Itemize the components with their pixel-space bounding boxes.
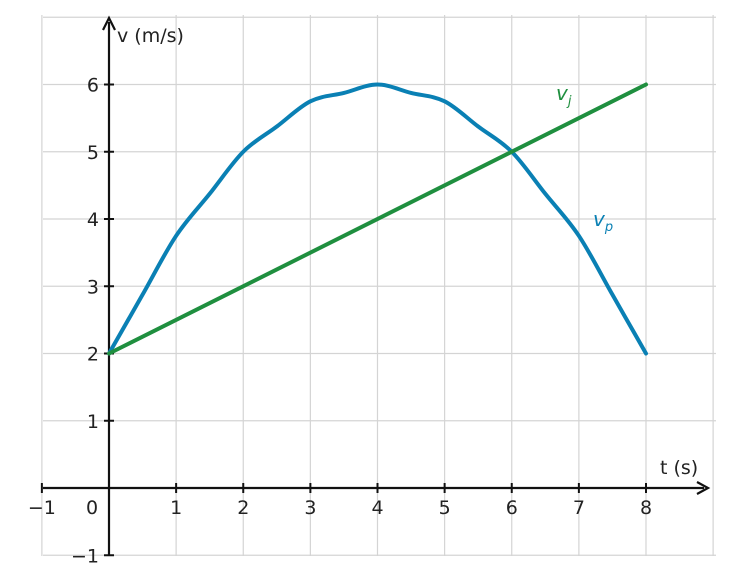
axes xyxy=(43,15,711,556)
x-axis-arrow-icon xyxy=(696,481,711,495)
x-tick-label: 4 xyxy=(371,497,383,519)
tick-labels: −1 1 2 3 4 5 6 7 8 −1 1 2 3 4 5 6 xyxy=(28,75,652,568)
y-tick-label: 3 xyxy=(87,276,99,298)
x-tick-label: 5 xyxy=(439,497,451,519)
origin-label: 0 xyxy=(86,497,98,519)
x-axis-label: t (s) xyxy=(660,457,698,479)
ticks xyxy=(40,83,647,557)
y-axis-label: v (m/s) xyxy=(117,25,184,47)
x-tick-label: 8 xyxy=(640,497,652,519)
series-label-vp: vp xyxy=(593,207,613,235)
x-tick-label: 7 xyxy=(573,497,585,519)
y-tick-label: 1 xyxy=(87,411,99,433)
x-tick-label: 6 xyxy=(506,497,518,519)
x-tick-label: −1 xyxy=(28,497,56,519)
series-label-vj: vj xyxy=(556,81,572,109)
y-tick-label: 2 xyxy=(87,344,99,366)
series-line-vp xyxy=(107,82,648,356)
grid xyxy=(41,15,716,556)
y-tick-label: 6 xyxy=(87,75,99,97)
y-tick-label: 4 xyxy=(87,209,99,231)
y-axis-arrow-icon xyxy=(102,15,116,31)
series-line-vj xyxy=(107,82,648,356)
x-tick-label: 2 xyxy=(237,497,249,519)
x-tick-label: 3 xyxy=(304,497,316,519)
x-tick-label: 1 xyxy=(170,497,182,519)
y-tick-label: −1 xyxy=(71,545,99,567)
y-tick-label: 5 xyxy=(87,142,99,164)
series-lines xyxy=(107,82,648,356)
